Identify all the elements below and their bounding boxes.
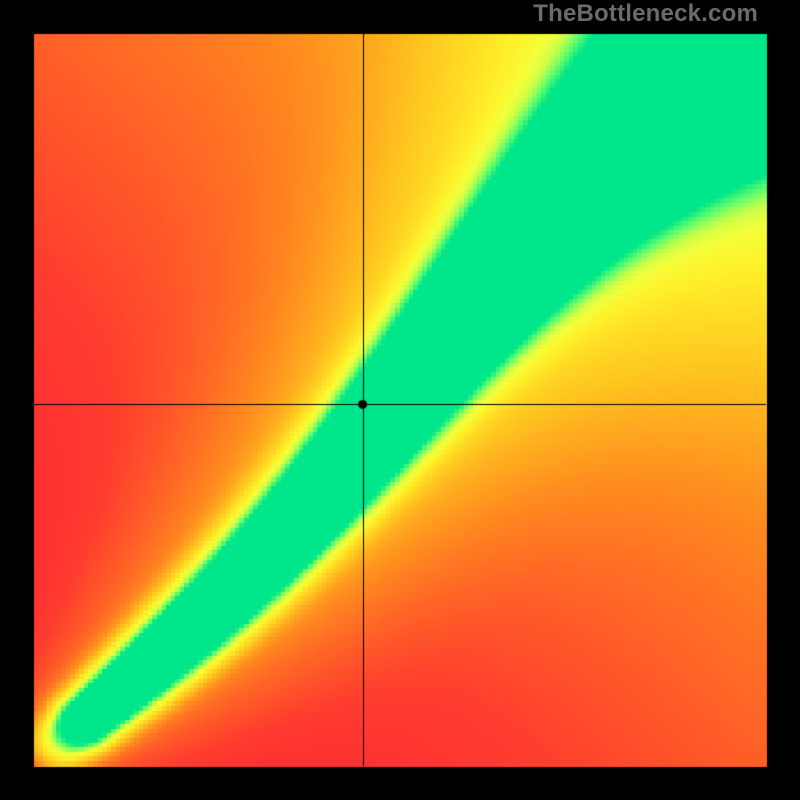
watermark-text: TheBottleneck.com (533, 0, 758, 28)
bottleneck-heatmap (0, 0, 800, 800)
